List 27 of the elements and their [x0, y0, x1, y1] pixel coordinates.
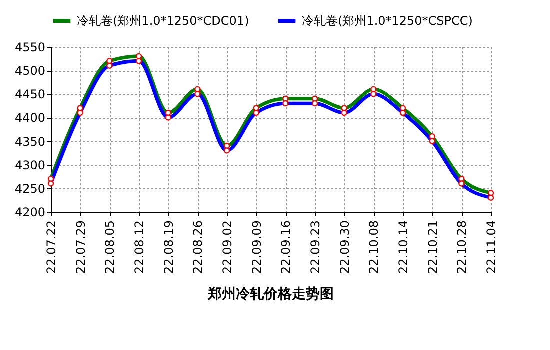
y-tick-label: 4250	[14, 182, 46, 196]
y-tick-label: 4200	[14, 206, 46, 220]
text: 郑州冷轧价格走势图	[207, 286, 334, 302]
x-tick-label: 22.10.08	[367, 220, 382, 274]
x-tick-label: 22.09.30	[338, 220, 352, 274]
y-tick-label: 4500	[14, 64, 46, 78]
y-tick-label: 4550	[14, 40, 46, 54]
x-tick-label: 22.09.09	[250, 220, 264, 274]
x-tick-label: 22.10.21	[426, 220, 440, 274]
x-tick-label: 22.08.05	[103, 220, 118, 274]
y-tick-label: 4300	[14, 158, 46, 172]
x-tick-label: 22.09.23	[308, 220, 322, 274]
y-tick-label: 4450	[14, 88, 46, 102]
x-tick-label: 22.10.14	[396, 220, 410, 274]
x-tick-label: 22.09.02	[220, 220, 234, 274]
x-tick-label: 22.07.22	[44, 220, 58, 274]
y-tick-label: 4400	[14, 111, 46, 126]
legend-label: 冷轧卷(郑州1.0*1250*CSPCC)	[302, 14, 473, 28]
x-tick-label: 22.11.04	[484, 220, 498, 274]
x-tick-label: 22.08.26	[191, 220, 206, 274]
x-tick-label: 22.08.12	[132, 220, 146, 274]
x-tick-label: 22.10.28	[455, 220, 470, 274]
x-tick-label: 22.08.19	[162, 220, 176, 274]
y-tick-label: 4350	[14, 134, 46, 149]
legend-label: 冷轧卷(郑州1.0*1250*CDC01)	[77, 14, 250, 28]
x-tick-label: 22.09.16	[279, 220, 294, 274]
x-tick-label: 22.07.29	[74, 220, 88, 274]
